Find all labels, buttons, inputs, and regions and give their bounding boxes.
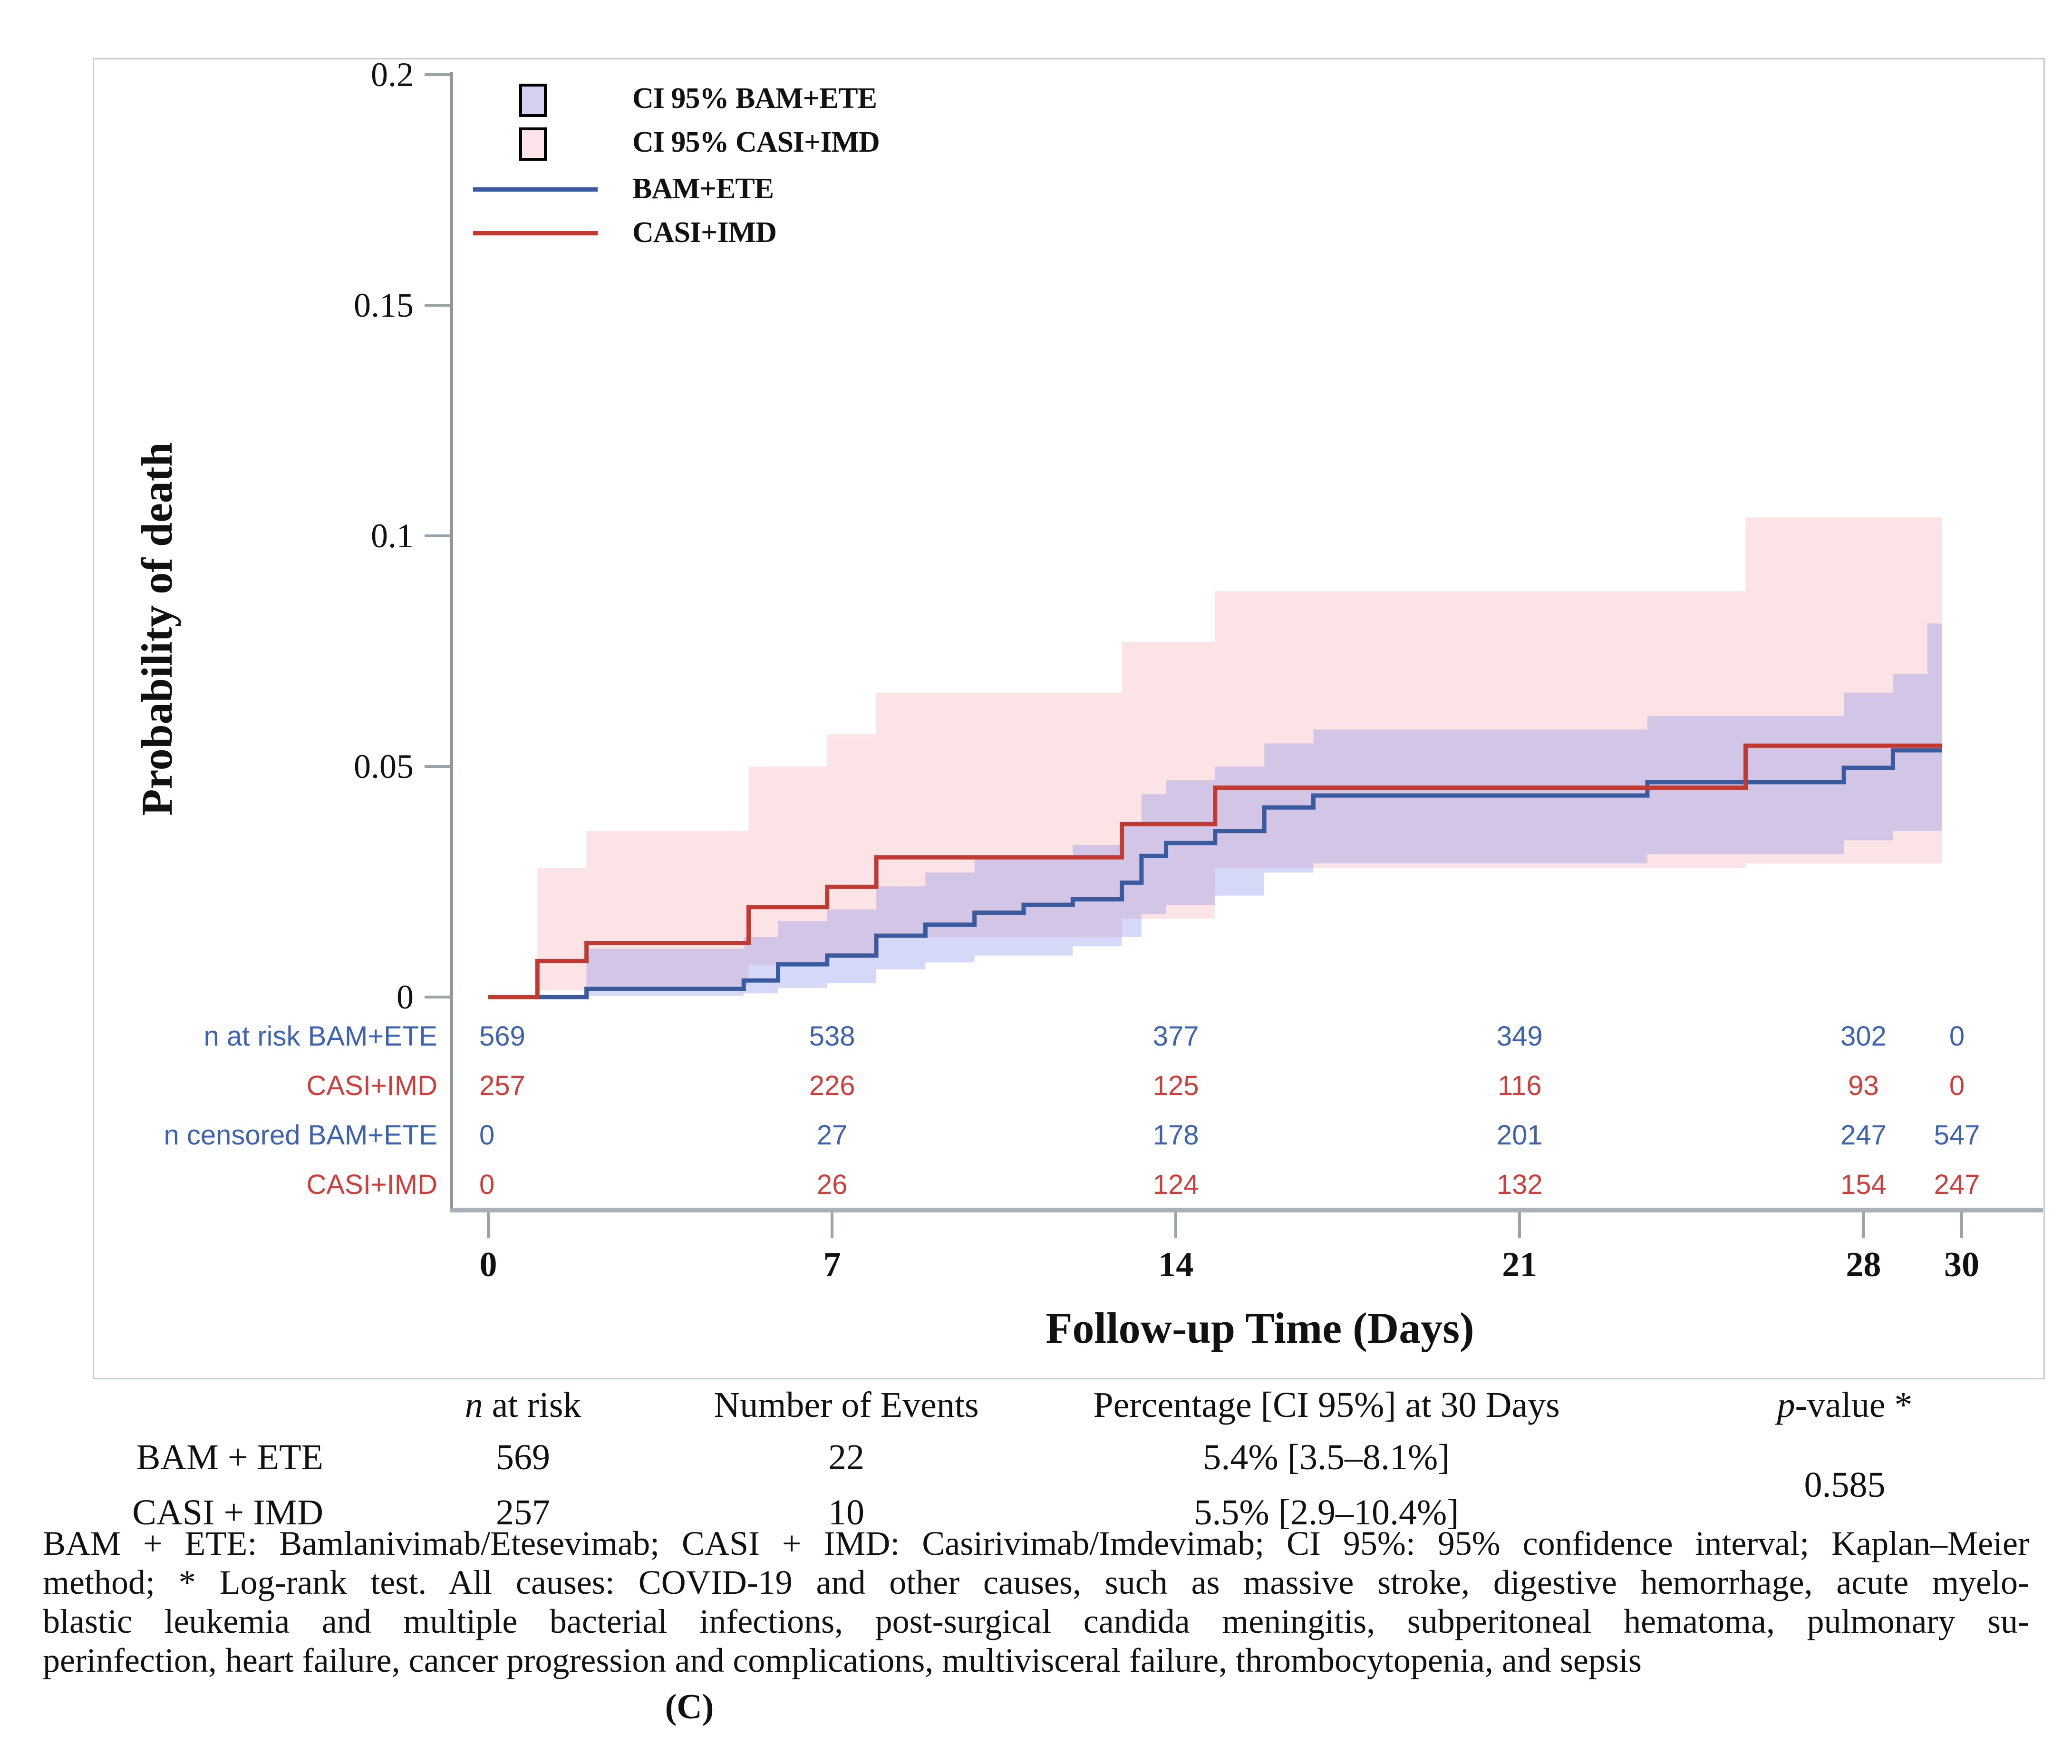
n-italic: n xyxy=(465,1385,483,1425)
legend-item-ci-bam-ete: CI 95% BAM+ETE xyxy=(632,82,877,115)
x-tick-label: 21 xyxy=(1502,1245,1538,1284)
x-tick-mark xyxy=(831,1212,834,1238)
x-tick-mark xyxy=(1518,1212,1521,1238)
risk-value-day28: 247 xyxy=(1840,1120,1887,1151)
stats-bam-ete-events: 22 xyxy=(828,1437,864,1477)
y-tick-label: 0 xyxy=(397,978,414,1016)
legend-item-bam-ete: BAM+ETE xyxy=(632,173,774,205)
risk-value-day7: 26 xyxy=(816,1169,848,1200)
stats-header-pvalue: p-value * xyxy=(1655,1385,2035,1425)
x-tick-label: 14 xyxy=(1158,1245,1194,1284)
x-tick-label: 0 xyxy=(479,1245,497,1284)
bam-ete-line-swatch-icon xyxy=(473,187,598,192)
stats-casi-imd-n: 257 xyxy=(496,1493,550,1532)
risk-value-day14: 124 xyxy=(1152,1169,1199,1200)
risk-value-day7: 538 xyxy=(809,1021,855,1052)
caption-line-1: BAM + ETE: Bamlanivimab/Etesevimab; CASI… xyxy=(43,1524,2029,1562)
stats-bam-ete-percentage: 5.4% [3.5–8.1%] xyxy=(1203,1437,1450,1477)
risk-value-day21: 132 xyxy=(1496,1169,1543,1200)
risk-value-day14: 125 xyxy=(1152,1070,1199,1101)
caption-line-2: method; * Log-rank test. All causes: COV… xyxy=(43,1563,2029,1601)
y-tick-mark xyxy=(425,765,450,768)
km-chart-svg xyxy=(488,517,1942,999)
stats-header-n-at-risk: n at risk xyxy=(380,1385,666,1425)
stats-row-label-bam-ete: BAM + ETE xyxy=(136,1437,323,1477)
risk-row-label: CASI+IMD xyxy=(306,1070,437,1101)
risk-value-day21: 201 xyxy=(1496,1120,1543,1151)
stats-header-events: Number of Events xyxy=(714,1385,979,1425)
casi-imd-line-swatch-icon xyxy=(473,231,598,235)
y-axis-line xyxy=(450,72,453,1210)
risk-value-day30: 547 xyxy=(1934,1120,1980,1151)
ci-casi-imd-swatch-icon xyxy=(519,127,547,161)
y-tick-mark xyxy=(425,73,450,76)
risk-value-day30: 247 xyxy=(1934,1169,1980,1200)
x-tick-label: 30 xyxy=(1944,1245,1979,1284)
stats-casi-imd-events: 10 xyxy=(828,1493,864,1532)
legend-item-ci-casi-imd: CI 95% CASI+IMD xyxy=(632,126,880,158)
km-plot-area xyxy=(452,71,2059,1208)
risk-value-day0: 0 xyxy=(479,1120,495,1151)
risk-value-day7: 226 xyxy=(809,1070,855,1101)
x-axis-title: Follow-up Time (Days) xyxy=(1046,1304,1474,1352)
risk-value-day21: 349 xyxy=(1496,1021,1543,1052)
risk-value-day30: 0 xyxy=(1949,1070,1965,1101)
panel-label-c: (C) xyxy=(665,1687,714,1726)
risk-value-day28: 93 xyxy=(1848,1070,1879,1101)
x-tick-label: 28 xyxy=(1846,1245,1881,1284)
n-rest: at risk xyxy=(483,1385,581,1425)
x-tick-mark xyxy=(1862,1212,1865,1238)
km-line-bam-ete xyxy=(488,748,1942,999)
stats-casi-imd-percentage: 5.5% [2.9–10.4%] xyxy=(1194,1493,1459,1532)
legend-item-casi-imd: CASI+IMD xyxy=(632,216,777,249)
y-tick-label: 0.15 xyxy=(354,286,414,324)
y-tick-mark xyxy=(425,534,450,537)
risk-value-day14: 377 xyxy=(1152,1021,1199,1052)
stats-bam-ete-n: 569 xyxy=(496,1437,550,1477)
risk-value-day21: 116 xyxy=(1498,1070,1542,1101)
figure-frame xyxy=(93,58,2045,1379)
risk-value-day7: 27 xyxy=(816,1120,848,1151)
y-tick-label: 0.05 xyxy=(354,747,414,785)
risk-value-day0: 257 xyxy=(479,1070,525,1101)
x-tick-mark xyxy=(1174,1212,1178,1238)
risk-value-day28: 302 xyxy=(1840,1021,1887,1052)
p-rest: -value * xyxy=(1795,1385,1913,1425)
x-tick-mark xyxy=(1960,1212,1963,1238)
p-italic: p xyxy=(1777,1385,1795,1425)
caption-line-3: blastic leukemia and multiple bacterial … xyxy=(43,1602,2029,1640)
risk-row-label: n censored BAM+ETE xyxy=(164,1120,437,1151)
y-tick-label: 0.2 xyxy=(371,56,414,94)
risk-row-label: CASI+IMD xyxy=(306,1169,437,1200)
ci-bam-ete-swatch-icon xyxy=(519,84,547,117)
km-line-casi-imd xyxy=(488,743,1942,999)
y-tick-mark xyxy=(425,304,450,307)
x-axis-line xyxy=(450,1208,2043,1212)
stats-header-percentage: Percentage [CI 95%] at 30 Days xyxy=(1093,1385,1560,1425)
stats-row-label-casi-imd: CASI + IMD xyxy=(132,1493,323,1532)
risk-value-day14: 178 xyxy=(1152,1120,1199,1151)
risk-value-day0: 0 xyxy=(479,1169,495,1200)
x-tick-mark xyxy=(487,1212,490,1238)
risk-value-day28: 154 xyxy=(1840,1169,1887,1200)
stats-p-value: 0.585 xyxy=(1804,1465,1886,1505)
risk-value-day0: 569 xyxy=(479,1021,525,1052)
risk-row-label: n at risk BAM+ETE xyxy=(203,1021,437,1052)
caption-line-4: perinfection, heart failure, cancer prog… xyxy=(43,1641,1642,1679)
risk-value-day30: 0 xyxy=(1949,1021,1965,1052)
y-tick-mark xyxy=(425,996,450,998)
y-axis-title: Probability of death xyxy=(133,442,181,816)
x-tick-label: 7 xyxy=(823,1245,841,1284)
y-tick-label: 0.1 xyxy=(371,517,414,555)
ci-band-ci-95-casi-imd xyxy=(537,517,1942,990)
